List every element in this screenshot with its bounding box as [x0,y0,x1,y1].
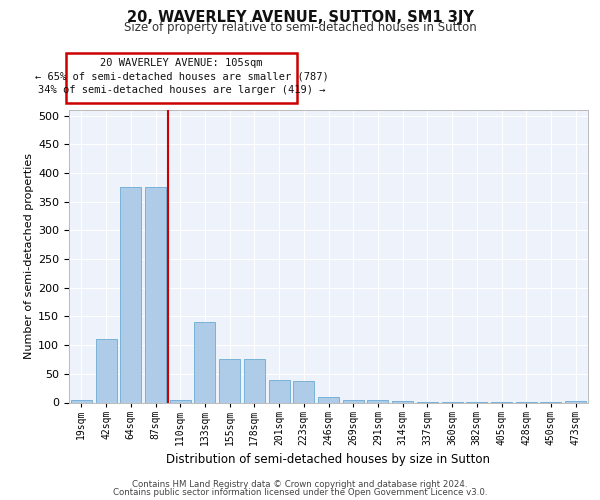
Bar [367,400,388,402]
Text: 20, WAVERLEY AVENUE, SUTTON, SM1 3JY: 20, WAVERLEY AVENUE, SUTTON, SM1 3JY [127,10,473,25]
Text: 20 WAVERLEY AVENUE: 105sqm: 20 WAVERLEY AVENUE: 105sqm [100,58,263,68]
Bar [120,188,141,402]
Bar [170,400,191,402]
Bar [269,380,290,402]
Bar [565,401,586,402]
Bar [343,400,364,402]
Text: Contains HM Land Registry data © Crown copyright and database right 2024.: Contains HM Land Registry data © Crown c… [132,480,468,489]
Bar [219,360,240,403]
Text: ← 65% of semi-detached houses are smaller (787): ← 65% of semi-detached houses are smalle… [35,71,328,81]
Bar [392,401,413,402]
Bar [318,397,339,402]
Bar [194,322,215,402]
X-axis label: Distribution of semi-detached houses by size in Sutton: Distribution of semi-detached houses by … [167,453,491,466]
Text: Size of property relative to semi-detached houses in Sutton: Size of property relative to semi-detach… [124,21,476,34]
Text: Contains public sector information licensed under the Open Government Licence v3: Contains public sector information licen… [113,488,487,497]
Bar [71,400,92,402]
Bar [145,188,166,402]
Bar [244,360,265,403]
Bar [95,340,116,402]
Y-axis label: Number of semi-detached properties: Number of semi-detached properties [24,153,34,359]
Bar [293,380,314,402]
Text: 34% of semi-detached houses are larger (419) →: 34% of semi-detached houses are larger (… [38,85,325,95]
